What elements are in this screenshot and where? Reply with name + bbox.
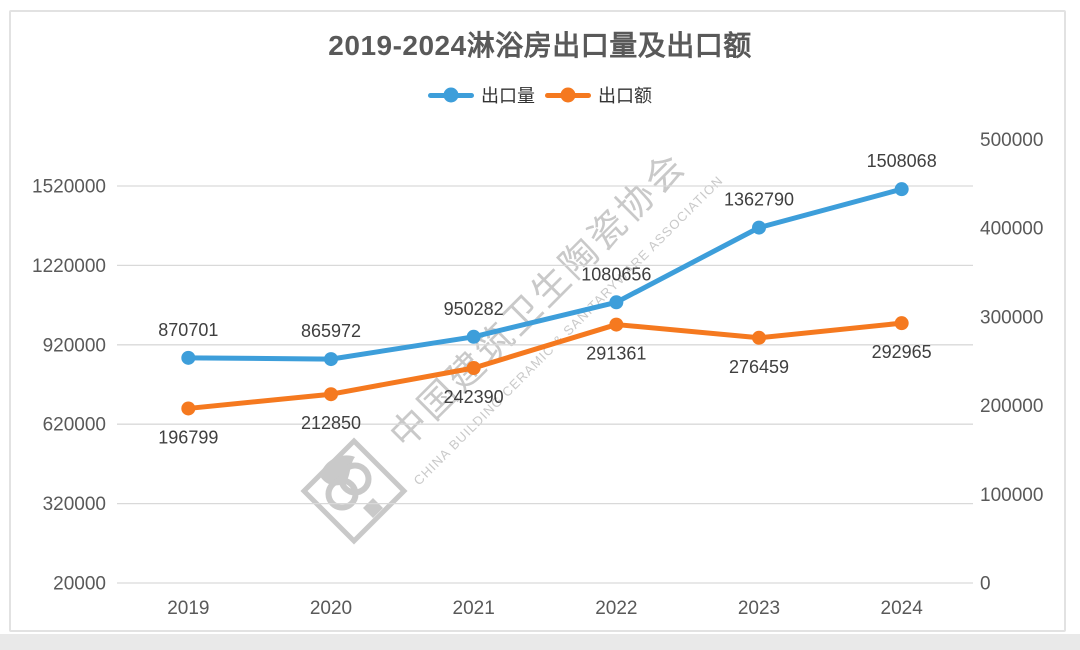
x-axis-label: 2020 [310, 598, 352, 619]
data-label: 291361 [586, 344, 646, 364]
data-label: 292965 [872, 342, 932, 362]
legend-label: 出口量 [481, 86, 535, 106]
left-axis-tick-label: 1220000 [32, 256, 106, 277]
data-label: 950282 [444, 299, 504, 319]
left-axis-tick-label: 20000 [53, 574, 106, 595]
data-label: 870701 [158, 320, 218, 340]
right-axis-tick-label: 400000 [980, 219, 1043, 240]
legend-line-marker-icon [545, 87, 591, 103]
data-point [466, 361, 481, 376]
chart-title: 2019-2024淋浴房出口量及出口额 [328, 30, 752, 61]
legend-item-export-value[interactable]: 出口额 [545, 82, 652, 108]
data-point [324, 352, 338, 367]
left-axis-tick-label: 920000 [43, 335, 106, 356]
data-point [894, 316, 909, 331]
x-axis-label: 2021 [453, 598, 495, 619]
right-axis-tick-label: 0 [980, 574, 991, 595]
left-axis-tick-label: 320000 [43, 494, 106, 515]
right-axis-tick-label: 200000 [980, 396, 1043, 417]
data-point [894, 182, 909, 197]
chart-legend: 出口量 出口额 [0, 84, 1080, 106]
data-point [181, 350, 196, 365]
data-label: 1362790 [724, 190, 794, 210]
data-label: 196799 [158, 427, 218, 447]
data-point [324, 387, 338, 402]
data-point [609, 295, 624, 310]
data-label: 276459 [729, 357, 789, 377]
data-point [752, 330, 766, 345]
data-point [181, 401, 196, 416]
left-axis-tick-label: 1520000 [32, 177, 106, 198]
data-label: 212850 [301, 413, 361, 433]
data-point [752, 220, 766, 235]
right-axis-tick-label: 500000 [980, 130, 1043, 151]
x-axis-label: 2024 [881, 598, 924, 619]
series-line [185, 320, 905, 411]
data-label: 865972 [301, 321, 361, 341]
data-label: 1508068 [867, 151, 937, 171]
right-axis-tick-label: 300000 [980, 307, 1043, 328]
data-label: 1080656 [581, 264, 651, 284]
left-axis-tick-label: 620000 [43, 415, 106, 436]
legend-line-marker-icon [428, 87, 474, 103]
data-point [609, 317, 624, 332]
legend-item-export-volume[interactable]: 出口量 [428, 82, 535, 108]
x-axis-label: 2023 [738, 598, 780, 619]
series-line [185, 186, 905, 362]
x-axis-label: 2022 [595, 598, 637, 619]
right-axis-tick-label: 100000 [980, 485, 1043, 506]
data-label: 242390 [444, 387, 504, 407]
legend-label: 出口额 [598, 86, 652, 106]
page-footer-strip [0, 634, 1080, 650]
x-axis-label: 2019 [167, 598, 209, 619]
data-point [466, 329, 481, 344]
